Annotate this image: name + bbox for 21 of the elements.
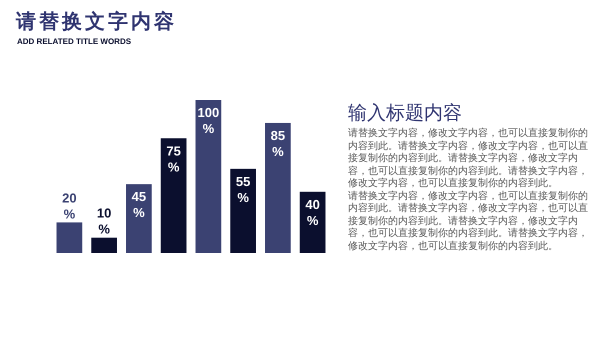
text: 输入标题内容 [348, 102, 462, 126]
data-label: 100 % [198, 105, 220, 136]
bar [56, 222, 82, 253]
chart-title: 请替换文字内容 [16, 10, 177, 35]
data-label: 10 % [96, 206, 112, 237]
bar [196, 100, 222, 253]
data-label: 45 % [132, 189, 146, 220]
bar [91, 238, 117, 253]
data-label: 40 % [305, 196, 320, 228]
bar [265, 122, 291, 253]
bar [126, 184, 152, 253]
text: 请替换文字内容，修改文字内容，也可以直接复制你的内容到此。请替换文字内容，修改文字内容，也可以直接复制你的内容到此。请替换文字内容，修改文字内容，也可以直接复制你的内容到此。请替换文字内容，修改文字内容，也可以直接复制你的内容到此。 [348, 190, 589, 253]
bar [230, 168, 256, 253]
data-label: 55 % [236, 174, 250, 205]
bar [160, 138, 186, 253]
chart-subtitle: ADD RELATED TITLE WORDS [17, 37, 132, 46]
data-label: 85 % [270, 128, 286, 159]
data-label: 20 % [62, 190, 77, 222]
bar [300, 192, 326, 253]
text: 请替换文字内容，修改文字内容，也可以直接复制你的内容到此。请替换文字内容，修改文字内容，也可以直接复制你的内容到此。请替换文字内容，修改文字内容，也可以直接复制你的内容到此。请替换文字内容，修改文字内容，也可以直接复制你的内容到此。 [348, 128, 589, 190]
data-label: 75 % [166, 143, 181, 174]
